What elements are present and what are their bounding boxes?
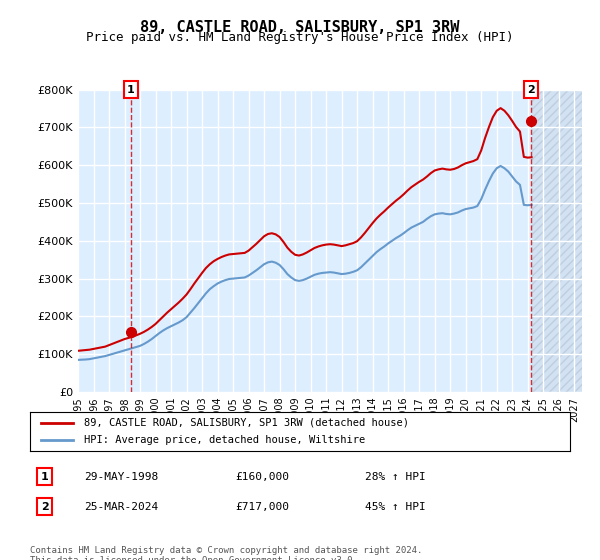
Text: 25-MAR-2024: 25-MAR-2024 (84, 502, 158, 512)
Text: 29-MAY-1998: 29-MAY-1998 (84, 472, 158, 482)
Text: 1: 1 (41, 472, 49, 482)
Text: £717,000: £717,000 (235, 502, 289, 512)
Text: 45% ↑ HPI: 45% ↑ HPI (365, 502, 425, 512)
Text: 2: 2 (527, 85, 535, 95)
Bar (532, 90, 582, 392)
Text: 89, CASTLE ROAD, SALISBURY, SP1 3RW (detached house): 89, CASTLE ROAD, SALISBURY, SP1 3RW (det… (84, 418, 409, 428)
Text: 1: 1 (127, 85, 135, 95)
Text: Contains HM Land Registry data © Crown copyright and database right 2024.
This d: Contains HM Land Registry data © Crown c… (30, 546, 422, 560)
Text: 89, CASTLE ROAD, SALISBURY, SP1 3RW: 89, CASTLE ROAD, SALISBURY, SP1 3RW (140, 20, 460, 35)
Text: HPI: Average price, detached house, Wiltshire: HPI: Average price, detached house, Wilt… (84, 435, 365, 445)
Text: £160,000: £160,000 (235, 472, 289, 482)
Text: 2: 2 (41, 502, 49, 512)
Text: 28% ↑ HPI: 28% ↑ HPI (365, 472, 425, 482)
Text: Price paid vs. HM Land Registry's House Price Index (HPI): Price paid vs. HM Land Registry's House … (86, 31, 514, 44)
